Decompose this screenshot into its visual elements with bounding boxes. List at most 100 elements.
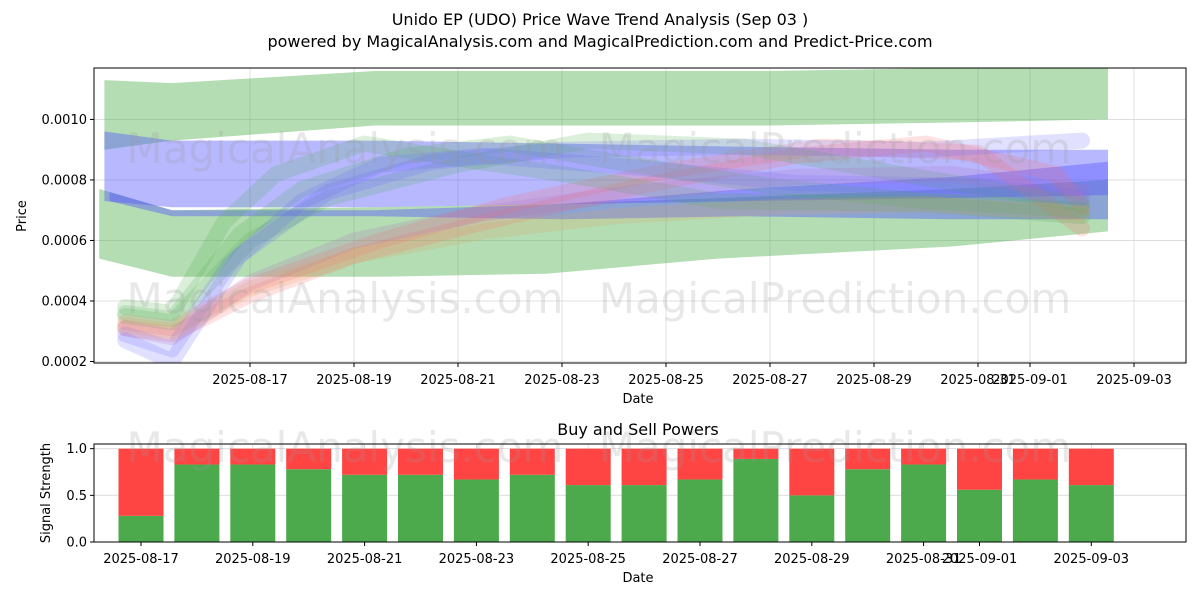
buy-bar [565,485,611,542]
price-grid [94,68,1186,363]
buy-sell-y-tick-label: 1.0 [66,442,87,457]
price-wave-3 [117,135,1090,328]
buy-bar [789,495,835,542]
buy-bar [342,474,388,542]
sell-bar [957,448,1002,490]
watermark-analysis-bottom: MagicalAnalysis.com [127,423,564,472]
price-x-ticks: 2025-08-17 2025-08-19 2025-08-21 2025-08-23… [212,363,1172,388]
buy-bar [398,474,443,542]
buy-bar [509,474,555,542]
buy-sell-bars [118,448,1114,542]
price-x-tick-label: 2025-08-23 [524,373,600,388]
buy-bar [677,479,723,542]
buy-sell-plot-frame [93,443,1187,543]
buy-bar [174,464,220,542]
buy-sell-x-tick-label: 2025-08-23 [439,552,515,567]
buy-sell-y-ticks: 0.0 0.5 1.0 [66,442,94,551]
watermark-analysis-mid: MagicalAnalysis.com [127,274,564,323]
sell-bar [286,448,332,470]
price-wave-6 [117,132,1090,363]
buy-sell-x-tick-label: 2025-09-03 [1054,552,1130,567]
watermark-analysis-top: MagicalAnalysis.com [127,124,564,173]
buy-bar [621,485,667,542]
price-band-green-range-upper [104,68,1108,150]
buy-sell-x-tick-label: 2025-08-25 [550,552,626,567]
price-wave-8 [117,196,1090,340]
buy-sell-y-tick-label: 0.0 [66,536,87,551]
buy-sell-x-ticks: 2025-08-17 2025-08-19 2025-08-21 2025-08-23… [103,542,1129,567]
sell-bar [565,448,611,486]
buy-bar [453,479,499,542]
price-wave-0 [117,135,1090,343]
price-wave-1 [117,138,1090,337]
price-y-ticks: 0.0002 0.0004 0.0006 0.0008 0.0010 [42,113,94,370]
buy-bar [230,464,276,542]
sell-bar [621,448,667,486]
buy-sell-title: Buy and Sell Powers [557,420,719,439]
buy-bar [957,489,1002,542]
buy-sell-x-tick-label: 2025-08-17 [103,552,179,567]
price-waves [117,132,1090,363]
watermark-prediction-bottom: MagicalPrediction.com [599,423,1072,472]
price-band-blue-band-upper [104,131,1108,208]
price-panel: MagicalAnalysis.com MagicalPrediction.co… [15,67,1187,407]
sell-bar [1012,448,1058,480]
price-x-tick-label: 2025-08-31 [940,373,1016,388]
buy-bar [1012,479,1058,542]
price-wave-2 [117,135,1090,322]
sell-bar [118,448,164,516]
price-x-tick-label: 2025-09-03 [1096,373,1172,388]
sell-bar [677,448,723,480]
buy-bar [901,464,947,542]
watermark-prediction-mid: MagicalPrediction.com [599,274,1072,323]
price-x-tick-label: 2025-08-25 [628,373,704,388]
buy-sell-y-axis-label: Signal Strength [39,443,54,543]
sell-bar [901,448,947,465]
price-wave-4 [117,132,1090,331]
sell-bar [1068,448,1114,486]
price-band-green-range-lower [99,179,1108,277]
price-bands [99,68,1109,277]
buy-bar [733,458,779,542]
price-y-tick-label: 0.0006 [42,234,88,249]
buy-sell-y-tick-label: 0.5 [66,489,87,504]
price-y-axis-label: Price [15,200,30,232]
sell-bar [789,448,835,496]
buy-bar [845,469,891,542]
price-y-tick-label: 0.0002 [42,355,88,370]
sell-bar [845,448,891,470]
price-x-tick-label: 2025-08-17 [212,373,288,388]
sell-bar [509,448,555,475]
sell-bar [398,448,443,475]
buy-sell-x-tick-label: 2025-08-29 [774,552,850,567]
sell-bar [733,448,779,459]
sell-bar [342,448,388,475]
sell-bar [174,448,220,465]
price-x-tick-label: 2025-08-29 [836,373,912,388]
price-wave-5 [117,147,1090,358]
price-y-tick-label: 0.0008 [42,173,88,188]
buy-bar [118,515,164,542]
buy-bar [1068,485,1114,542]
buy-sell-x-tick-label: 2025-08-19 [215,552,291,567]
price-y-tick-label: 0.0004 [42,294,88,309]
sell-bar [453,448,499,480]
sell-bar [230,448,276,465]
price-x-tick-label: 2025-09-01 [992,373,1068,388]
price-x-tick-label: 2025-08-21 [420,373,496,388]
buy-bar [286,469,332,542]
chart-subtitle: powered by MagicalAnalysis.com and Magic… [267,32,932,51]
price-wave-7 [117,165,1090,346]
watermark-prediction-top: MagicalPrediction.com [599,124,1072,173]
price-plot-area [94,68,1186,363]
price-plot-frame [93,67,1187,364]
buy-sell-x-tick-label: 2025-08-31 [886,552,962,567]
price-x-tick-label: 2025-08-27 [732,373,808,388]
buy-sell-x-tick-label: 2025-08-27 [662,552,738,567]
chart-title: Unido EP (UDO) Price Wave Trend Analysis… [392,10,809,29]
buy-sell-x-tick-label: 2025-08-21 [327,552,403,567]
buy-sell-x-axis-label: Date [622,571,653,586]
buy-sell-panel: Buy and Sell Powers MagicalAnalysis.com … [39,420,1187,586]
buy-sell-x-tick-label: 2025-09-01 [942,552,1018,567]
